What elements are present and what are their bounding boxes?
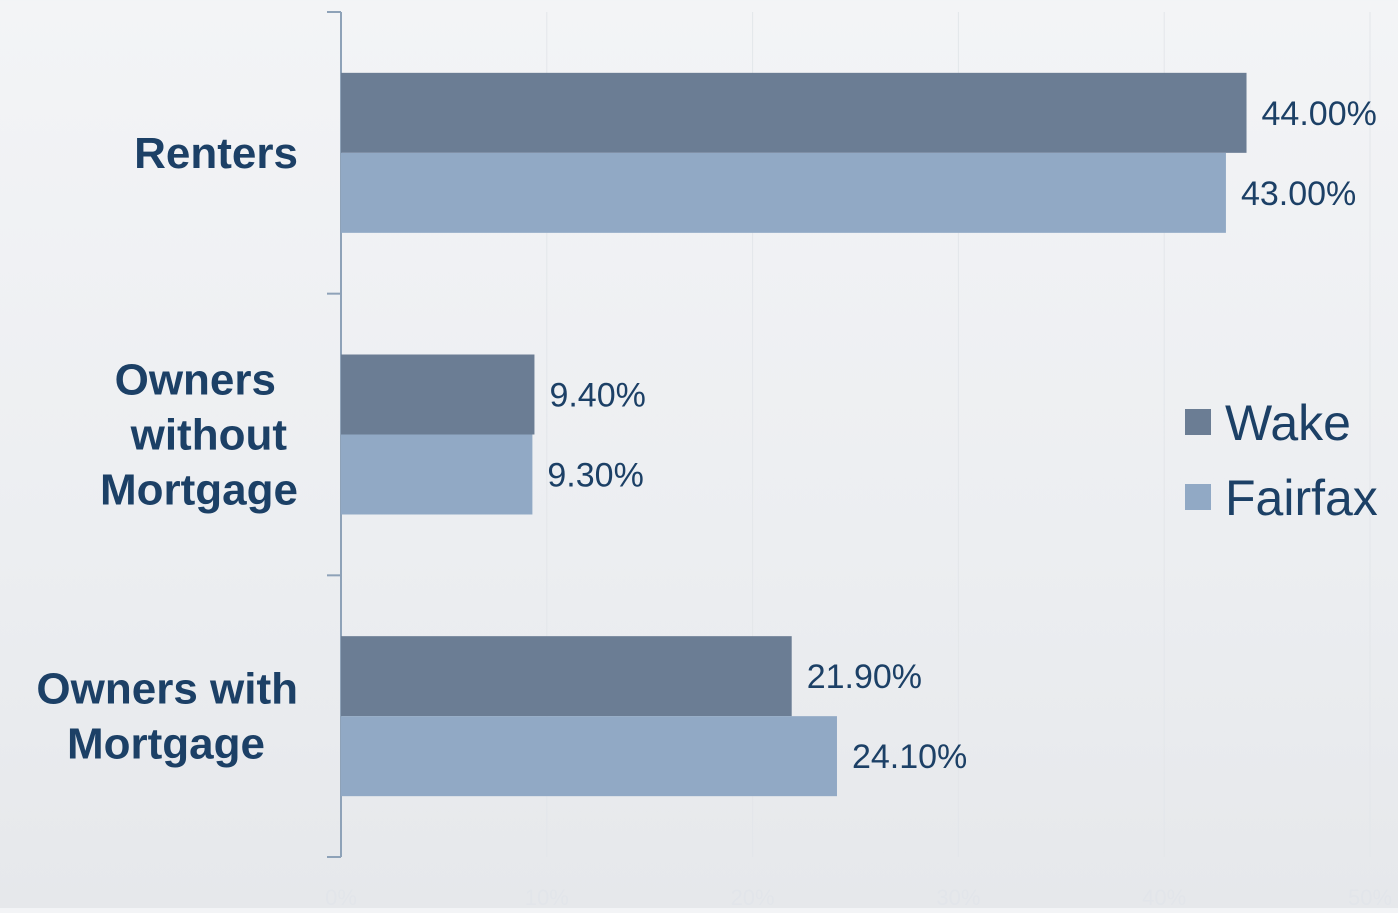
x-tick-label: 40% (1142, 885, 1186, 908)
data-label: 44.00% (1262, 95, 1377, 133)
bar-wake-1 (341, 354, 535, 435)
category-label: Renters (134, 129, 298, 178)
legend-label: Wake (1225, 395, 1351, 451)
category-label: Mortgage (67, 720, 265, 769)
data-label: 9.40% (549, 377, 645, 415)
category-label: Owners with (36, 665, 298, 714)
data-label: 43.00% (1241, 175, 1356, 213)
bar-fairfax-1 (341, 434, 533, 515)
x-tick-label: 0% (325, 885, 357, 908)
data-label: 21.90% (807, 658, 922, 696)
legend-label: Fairfax (1225, 470, 1378, 526)
bar-wake-0 (341, 72, 1247, 153)
category-label: Mortgage (100, 466, 298, 515)
bar-fairfax-0 (341, 152, 1226, 233)
legend-swatch-wake (1185, 409, 1211, 435)
x-tick-label: 20% (731, 885, 775, 908)
x-tick-label: 50% (1348, 885, 1392, 908)
legend-swatch-fairfax (1185, 484, 1211, 510)
bar-fairfax-2 (341, 716, 837, 797)
category-label: without (130, 411, 288, 460)
data-label: 24.10% (852, 738, 967, 776)
category-label: Owners (115, 356, 276, 405)
bar-wake-2 (341, 636, 792, 717)
x-tick-label: 10% (525, 885, 569, 908)
x-tick-label: 30% (936, 885, 980, 908)
data-label: 9.30% (547, 457, 643, 495)
